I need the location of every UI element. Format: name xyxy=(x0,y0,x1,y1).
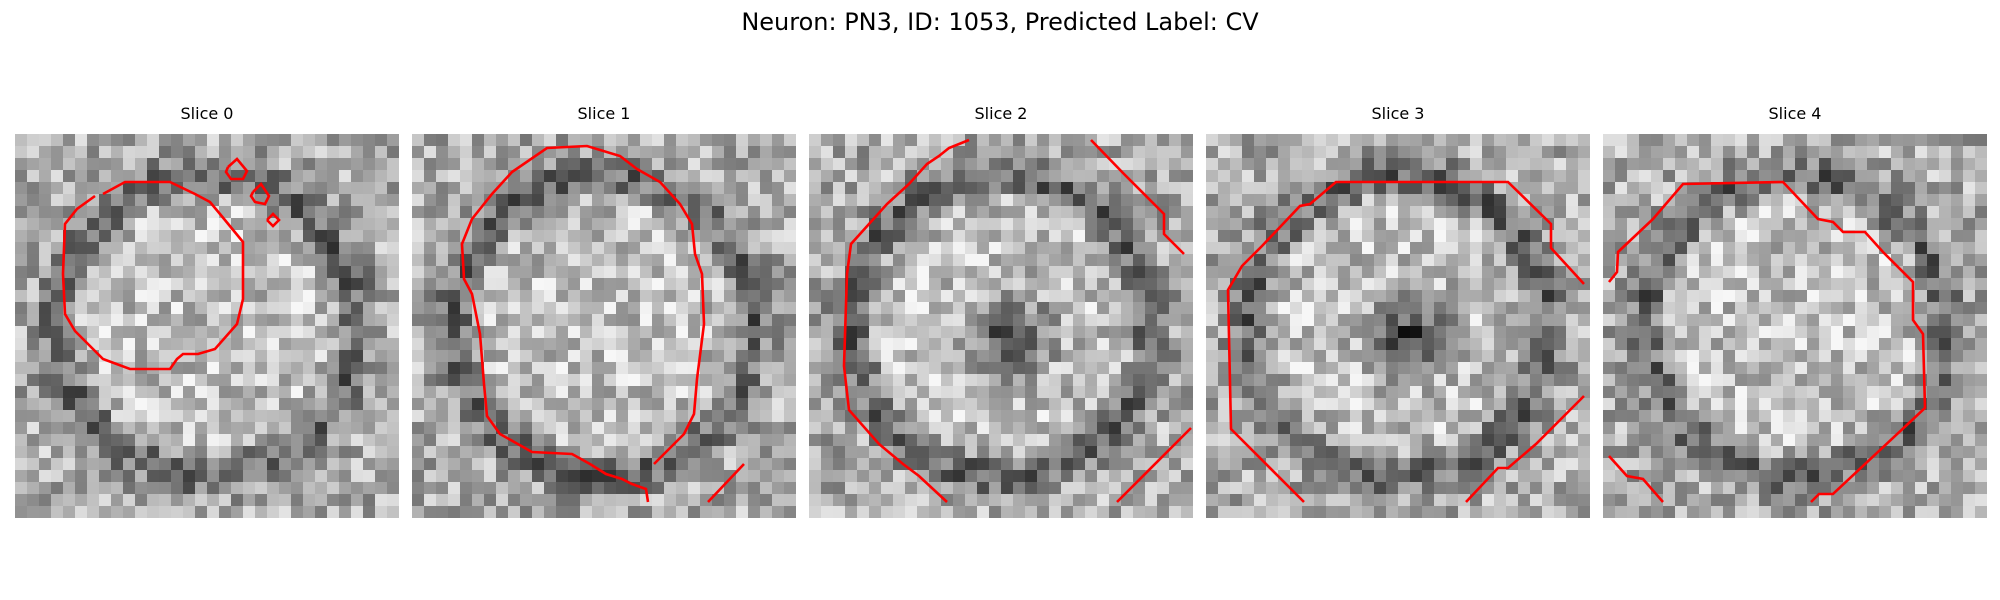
contour-line xyxy=(1465,395,1585,503)
image-pixels xyxy=(15,134,399,518)
panel-title: Slice 0 xyxy=(180,104,234,123)
slice-image xyxy=(1603,134,1987,518)
panel-title: Slice 2 xyxy=(974,104,1028,123)
slice-image xyxy=(809,134,1193,518)
contour-line xyxy=(460,144,706,503)
contour-line xyxy=(707,463,745,503)
contour-line xyxy=(1607,180,1927,503)
slice-image xyxy=(15,134,399,518)
contour-line xyxy=(1226,180,1585,503)
image-pixels xyxy=(809,134,1193,518)
panel-title: Slice 4 xyxy=(1768,104,1822,123)
image-pixels xyxy=(1603,134,1987,518)
contour-line xyxy=(224,157,249,181)
figure-title: Neuron: PN3, ID: 1053, Predicted Label: … xyxy=(741,8,1259,36)
contour-line xyxy=(249,181,271,206)
contour-line xyxy=(266,212,281,228)
slice-image xyxy=(1206,134,1590,518)
contour-line xyxy=(1090,139,1185,255)
panel-title: Slice 1 xyxy=(577,104,631,123)
contour-line xyxy=(1116,427,1192,503)
contour-line xyxy=(61,180,245,371)
image-pixels xyxy=(412,134,796,518)
contour-line xyxy=(842,138,970,503)
panel-title: Slice 3 xyxy=(1371,104,1425,123)
contour-line xyxy=(1608,455,1664,503)
slice-image xyxy=(412,134,796,518)
